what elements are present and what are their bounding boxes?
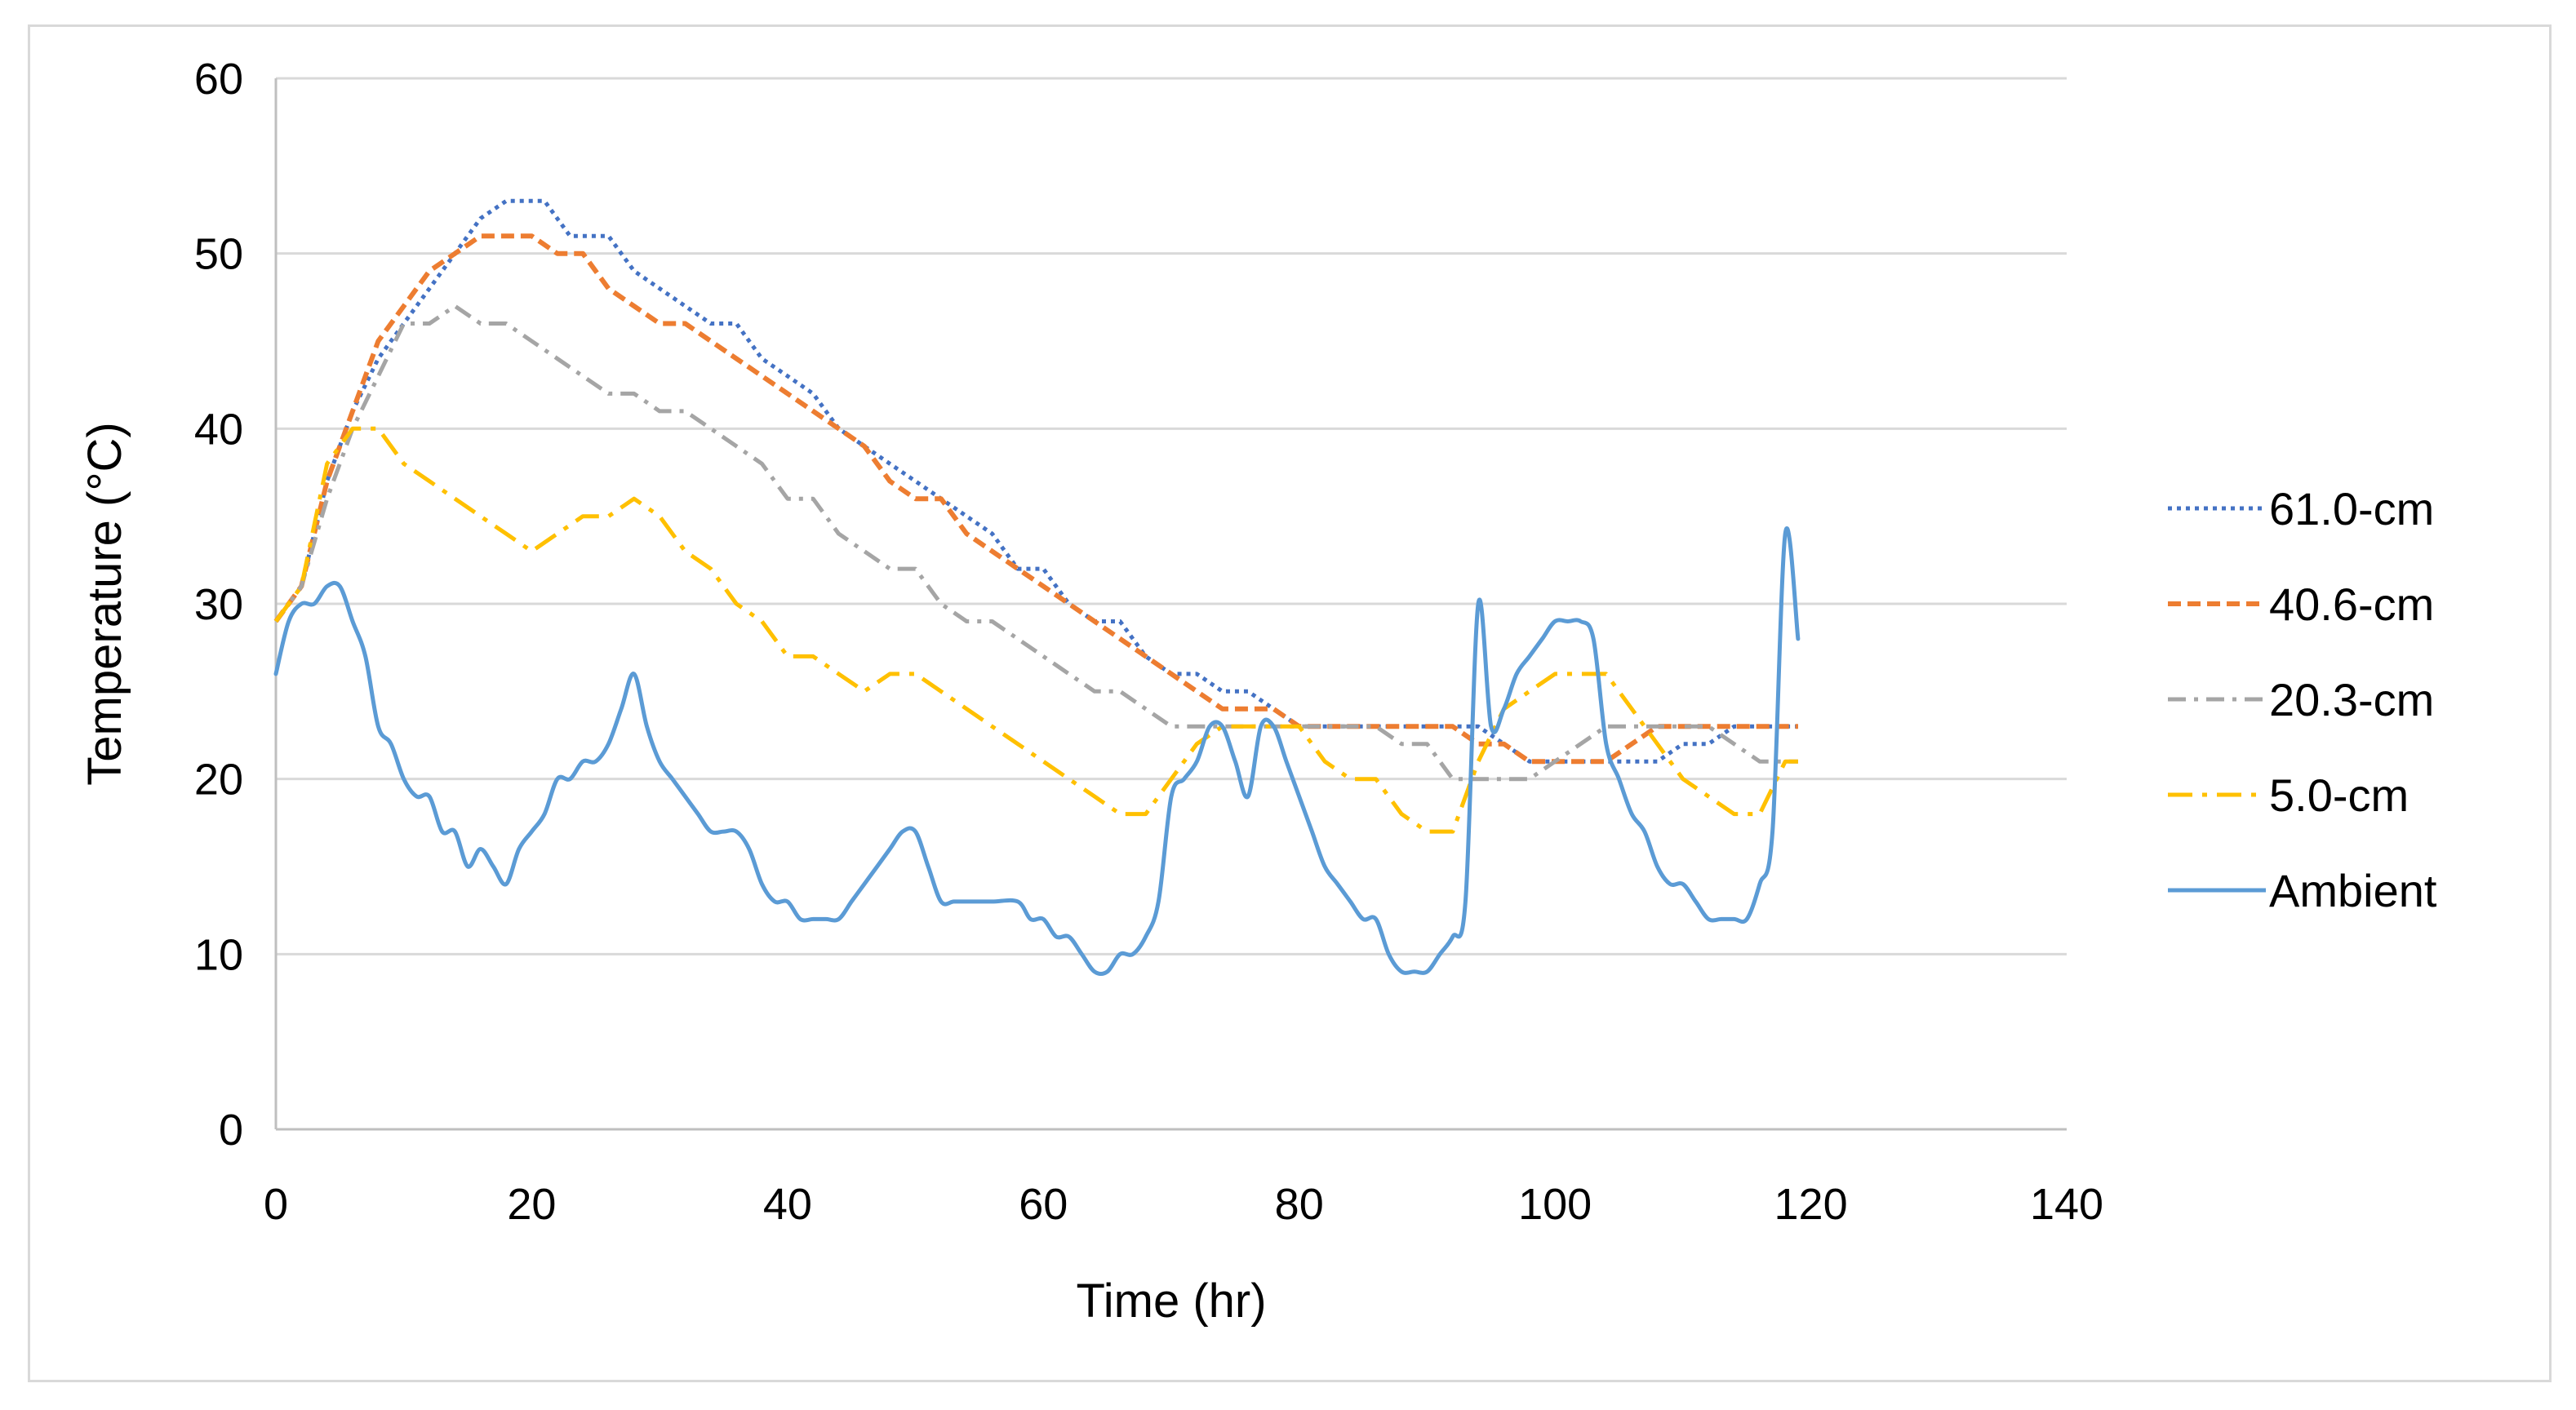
y-tick-label: 50 — [194, 230, 243, 279]
y-tick-label: 20 — [194, 756, 243, 805]
tick-labels: 0 10 20 30 40 50 60 0 20 40 60 80 100 120 140 — [194, 55, 2103, 1229]
x-tick-label: 20 — [507, 1180, 556, 1229]
series-line-5-0-cm — [273, 426, 1798, 834]
y-tick-label: 10 — [194, 930, 243, 979]
legend-label: 40.6-cm — [2269, 579, 2434, 630]
x-axis-title: Time (hr) — [1076, 1275, 1266, 1328]
legend-item: 61.0-cm — [2168, 483, 2434, 534]
legend-label: Ambient — [2269, 865, 2437, 916]
legend: 61.0-cm 40.6-cm 20.3-cm 5.0-cm Ambient — [2168, 483, 2437, 916]
series-line-20-3-cm — [273, 304, 1798, 782]
series-line-61-0-cm — [273, 198, 1798, 764]
x-tick-label: 100 — [1518, 1180, 1592, 1229]
series-line-ambient — [273, 526, 1801, 976]
x-tick-label: 140 — [2030, 1180, 2103, 1229]
series-line-40-6-cm — [273, 233, 1798, 765]
gridlines — [276, 77, 2067, 956]
legend-item: 5.0-cm — [2168, 769, 2409, 821]
chart-frame — [28, 24, 2552, 1382]
x-tick-label: 80 — [1275, 1180, 1324, 1229]
legend-item: 20.3-cm — [2168, 674, 2434, 725]
y-tick-label: 40 — [194, 405, 243, 454]
x-tick-label: 120 — [1774, 1180, 1848, 1229]
x-tick-label: 60 — [1019, 1180, 1068, 1229]
axes — [274, 78, 2067, 1131]
legend-label: 20.3-cm — [2269, 674, 2434, 725]
y-tick-label: 30 — [194, 580, 243, 629]
legend-label: 61.0-cm — [2269, 483, 2434, 534]
y-tick-label: 60 — [194, 55, 243, 104]
y-tick-label: 0 — [219, 1106, 243, 1155]
x-tick-label: 0 — [264, 1180, 288, 1229]
x-tick-label: 40 — [763, 1180, 812, 1229]
series-lines — [273, 198, 1801, 976]
legend-item: 40.6-cm — [2168, 579, 2434, 630]
legend-item: Ambient — [2168, 865, 2437, 916]
legend-label: 5.0-cm — [2269, 769, 2409, 821]
y-axis-title: Temperature (°C) — [78, 422, 131, 785]
